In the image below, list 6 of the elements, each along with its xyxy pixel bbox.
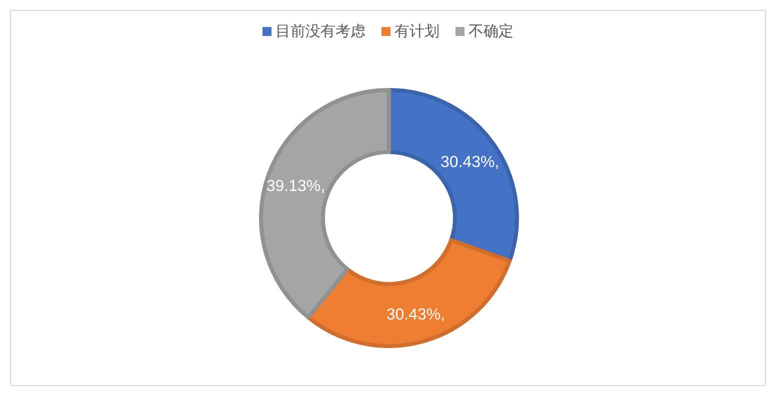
legend-label: 有计划 [394, 23, 440, 40]
legend-label: 不确定 [468, 23, 514, 40]
data-label: 30.43%, [386, 306, 446, 324]
data-label: 39.13%, [266, 178, 326, 195]
legend-label: 目前没有考虑 [276, 23, 366, 40]
data-label: 30.43%, [440, 154, 500, 171]
